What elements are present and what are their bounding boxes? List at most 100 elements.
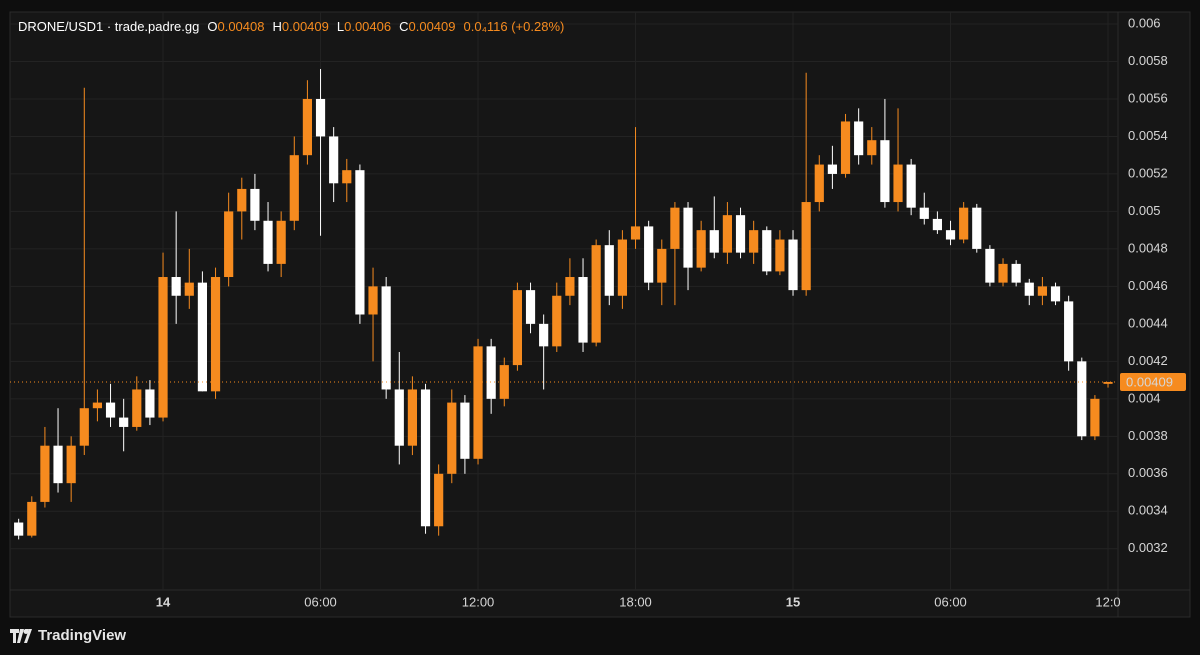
candle-body — [40, 445, 50, 502]
candle-body — [1011, 263, 1021, 283]
candle-body — [184, 282, 194, 296]
candle-body — [722, 215, 732, 253]
candle-body — [197, 282, 208, 392]
candle-body — [27, 501, 37, 536]
candle-body — [132, 389, 142, 427]
candle-body — [14, 522, 24, 536]
legend-header: DRONE/USD1 · trade.padre.gg O0.00408 H0.00… — [18, 19, 572, 34]
y-tick-label: 0.0052 — [1128, 165, 1168, 180]
ohlc-value: 0.00409 — [281, 19, 329, 34]
watermark: TradingView — [10, 627, 126, 644]
watermark-text: TradingView — [38, 627, 127, 644]
candle-body — [1103, 381, 1113, 384]
candle-body — [158, 277, 168, 418]
candle-body — [276, 220, 286, 264]
last-price-label: 0.00409 — [1126, 374, 1173, 389]
candle-body — [355, 170, 365, 315]
candle-body — [840, 121, 851, 174]
x-tick-label: 06:00 — [304, 594, 337, 609]
y-tick-label: 0.0054 — [1128, 128, 1168, 143]
ohlc-value: 0.00406 — [344, 19, 392, 34]
candle-body — [644, 226, 654, 283]
candle-body — [447, 402, 457, 474]
candle-body — [263, 220, 273, 264]
candle-body — [788, 239, 798, 291]
x-tick-label: 18:00 — [619, 594, 652, 609]
candle-body — [565, 277, 575, 296]
candle-body — [801, 202, 811, 291]
candle-body — [394, 389, 404, 446]
ohlc-key: O — [207, 19, 218, 34]
candle-body — [420, 389, 431, 527]
candle-body — [342, 170, 352, 184]
y-tick-label: 0.0034 — [1128, 503, 1168, 518]
candle-body — [486, 346, 496, 399]
candle-body — [814, 164, 824, 203]
candle-body — [329, 136, 339, 184]
candle-body — [683, 207, 693, 268]
candle-body — [880, 140, 890, 203]
y-tick-label: 0.0044 — [1128, 315, 1168, 330]
candle-body — [407, 389, 418, 446]
ohlc-value: 0.00409 — [408, 19, 456, 34]
candle-body — [1024, 282, 1034, 296]
candle-body — [578, 277, 588, 343]
candle-body — [171, 277, 181, 296]
y-tick-label: 0.004 — [1128, 390, 1161, 405]
ohlc-key: C — [399, 19, 409, 34]
candle-body — [854, 121, 864, 156]
candle-body — [998, 263, 1008, 283]
candle-body — [749, 230, 759, 253]
candle-body — [657, 248, 667, 283]
y-tick-label: 0.0042 — [1128, 353, 1168, 368]
candle-body — [762, 230, 772, 272]
candle-body — [460, 402, 470, 459]
candle-body — [66, 445, 76, 484]
candle-body — [224, 211, 234, 278]
x-tick-label: 15 — [786, 594, 800, 609]
y-tick-label: 0.0056 — [1128, 90, 1168, 105]
y-tick-label: 0.0038 — [1128, 428, 1168, 443]
y-tick-label: 0.006 — [1128, 15, 1161, 30]
candle-body — [145, 389, 155, 418]
candle-body — [53, 445, 63, 484]
candle-body — [1064, 301, 1074, 362]
candle-body — [105, 402, 116, 418]
candle-body — [210, 277, 221, 392]
candle-body — [315, 98, 326, 137]
candle-body — [735, 215, 746, 253]
candle-body — [985, 248, 995, 283]
candle-body — [92, 402, 103, 409]
candle-body — [775, 239, 785, 272]
logo-icon — [10, 628, 32, 643]
candle-body — [1050, 286, 1061, 302]
x-tick-label: 12:0 — [1095, 594, 1120, 609]
y-tick-label: 0.005 — [1128, 203, 1161, 218]
candle-body — [591, 245, 601, 343]
candle-body — [289, 155, 299, 221]
candle-body — [919, 207, 929, 219]
candle-body — [250, 188, 260, 221]
x-tick-label: 14 — [156, 594, 171, 609]
change: 0.0₄116 (+0.28%) — [463, 19, 565, 34]
symbol: DRONE/USD1 · trade.padre.gg — [18, 19, 200, 34]
candle-body — [1037, 286, 1047, 296]
candle-body — [79, 408, 89, 446]
candle-body — [932, 218, 942, 231]
candle-body — [630, 226, 641, 240]
ohlc-key: H — [272, 19, 282, 34]
candle-body — [906, 164, 916, 208]
candle-body — [119, 417, 129, 427]
candle-body — [972, 207, 982, 249]
y-tick-label: 0.0032 — [1128, 540, 1168, 555]
candle-body — [893, 164, 903, 203]
y-tick-label: 0.0036 — [1128, 465, 1168, 480]
last-price-box — [1120, 372, 1186, 391]
ohlc-key: L — [336, 19, 345, 34]
candle-body — [827, 164, 837, 174]
candle-body — [237, 188, 247, 212]
ohlc-value: 0.00408 — [217, 19, 265, 34]
candle-body — [945, 230, 956, 240]
